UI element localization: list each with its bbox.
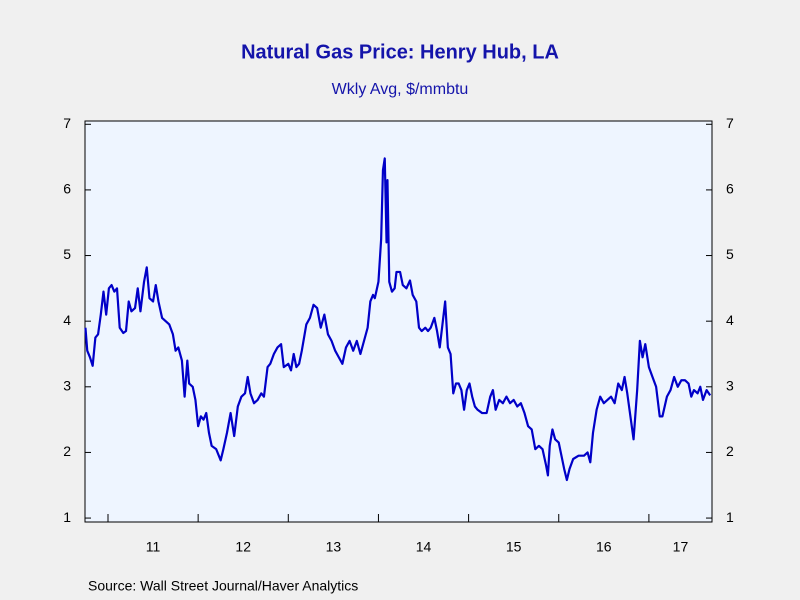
y-tick-label: 1	[63, 509, 71, 525]
x-tick-label: 13	[326, 539, 342, 555]
y2-tick-label: 1	[726, 509, 734, 525]
y-tick-label: 2	[63, 443, 71, 459]
y2-tick-label: 2	[726, 443, 734, 459]
y-tick-label: 6	[63, 181, 71, 197]
x-tick-label: 11	[146, 539, 161, 555]
x-tick-label: 17	[673, 539, 689, 555]
plot-area	[84, 120, 713, 523]
x-tick-label: 12	[235, 539, 251, 555]
y2-tick-label: 5	[726, 246, 734, 262]
source: Source: Wall Street Journal/Haver Analyt…	[88, 578, 358, 594]
chart-title: Natural Gas Price: Henry Hub, LA	[241, 41, 559, 63]
y-tick-label: 7	[63, 115, 71, 131]
y2-tick-label: 7	[726, 115, 734, 131]
x-tick-label: 16	[596, 539, 612, 555]
price-line	[84, 157, 712, 482]
y2-tick-label: 3	[726, 378, 734, 394]
y2-tick-label: 6	[726, 181, 734, 197]
y2-tick-label: 4	[726, 312, 734, 328]
y-tick-label: 3	[63, 378, 71, 394]
x-tick-label: 14	[416, 539, 432, 555]
y-tick-label: 5	[63, 246, 71, 262]
chart-subtitle: Wkly Avg, $/mmbtu	[332, 81, 469, 98]
x-tick-label: 15	[506, 539, 522, 555]
y-tick-label: 4	[63, 312, 71, 328]
